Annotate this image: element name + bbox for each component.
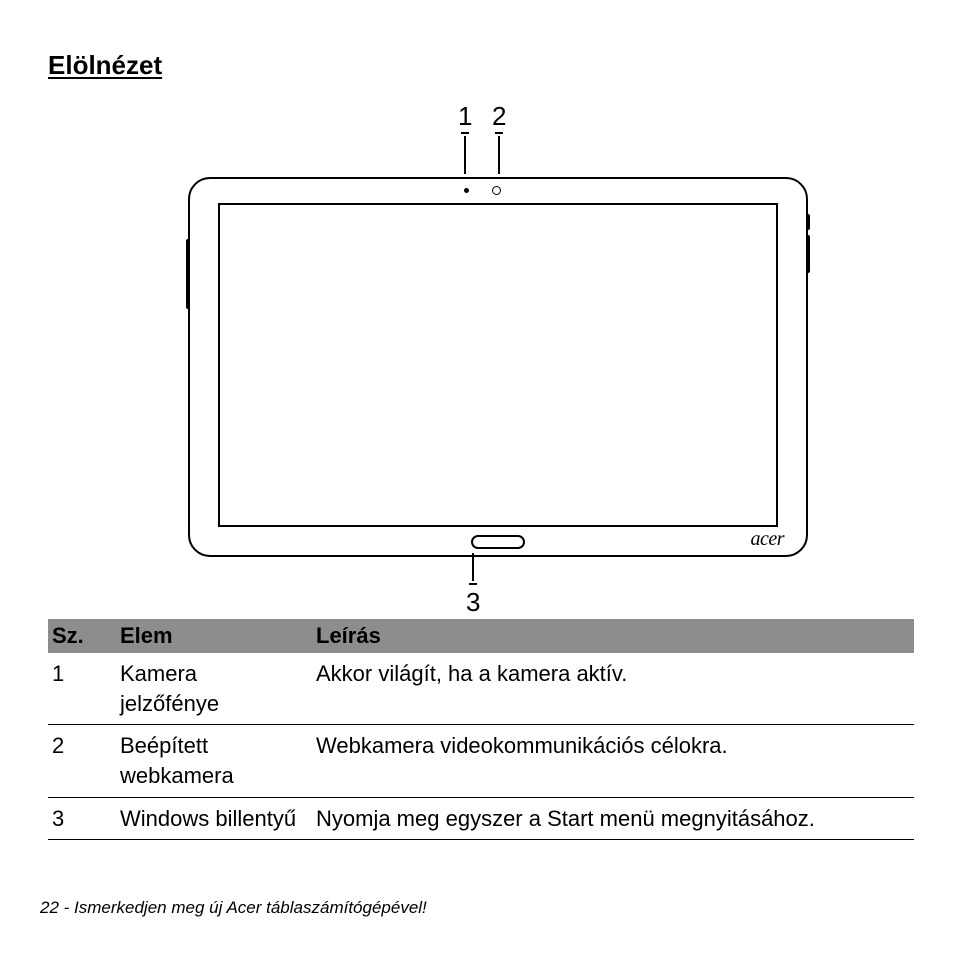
cell-number: 1 — [48, 653, 112, 725]
table-header-row: Sz. Elem Leírás — [48, 619, 914, 653]
side-button-right-2 — [806, 235, 810, 273]
tablet-outline: acer — [188, 177, 808, 557]
callout-tick — [469, 583, 477, 585]
camera-led-icon — [464, 188, 469, 193]
page-footer: 22 - Ismerkedjen meg új Acer táblaszámít… — [40, 898, 427, 918]
callout-tick — [495, 132, 503, 134]
camera-lens-icon — [492, 186, 501, 195]
cell-item: Kamera jelzőfénye — [112, 653, 308, 725]
side-button-right-1 — [806, 214, 810, 230]
cell-desc: Webkamera videokommunikációs célokra. — [308, 725, 914, 797]
callout-line — [472, 553, 474, 581]
callout-3-number: 3 — [466, 587, 480, 618]
table-row: 2 Beépített webkamera Webkamera videokom… — [48, 725, 914, 797]
table-row: 3 Windows billentyű Nyomja meg egyszer a… — [48, 797, 914, 840]
callout-3: 3 — [466, 553, 480, 618]
callout-2: 2 — [492, 101, 506, 174]
parts-table: Sz. Elem Leírás 1 Kamera jelzőfénye Akko… — [48, 619, 914, 840]
cell-number: 2 — [48, 725, 112, 797]
col-item: Elem — [112, 619, 308, 653]
side-button-left — [186, 239, 190, 309]
cell-item: Beépített webkamera — [112, 725, 308, 797]
section-title: Elölnézet — [48, 50, 914, 81]
cell-desc: Akkor világít, ha a kamera aktív. — [308, 653, 914, 725]
callout-1-number: 1 — [458, 101, 472, 132]
brand-logo: acer — [750, 528, 784, 551]
callout-tick — [461, 132, 469, 134]
col-description: Leírás — [308, 619, 914, 653]
cell-number: 3 — [48, 797, 112, 840]
table-row: 1 Kamera jelzőfénye Akkor világít, ha a … — [48, 653, 914, 725]
col-number: Sz. — [48, 619, 112, 653]
cell-desc: Nyomja meg egyszer a Start menü megnyitá… — [308, 797, 914, 840]
tablet-screen — [218, 203, 778, 527]
cell-item: Windows billentyű — [112, 797, 308, 840]
callout-line — [464, 136, 466, 174]
callout-2-number: 2 — [492, 101, 506, 132]
front-view-diagram: 1 2 acer 3 — [48, 101, 914, 611]
windows-button-icon — [471, 535, 525, 549]
callout-line — [498, 136, 500, 174]
callout-1: 1 — [458, 101, 472, 174]
